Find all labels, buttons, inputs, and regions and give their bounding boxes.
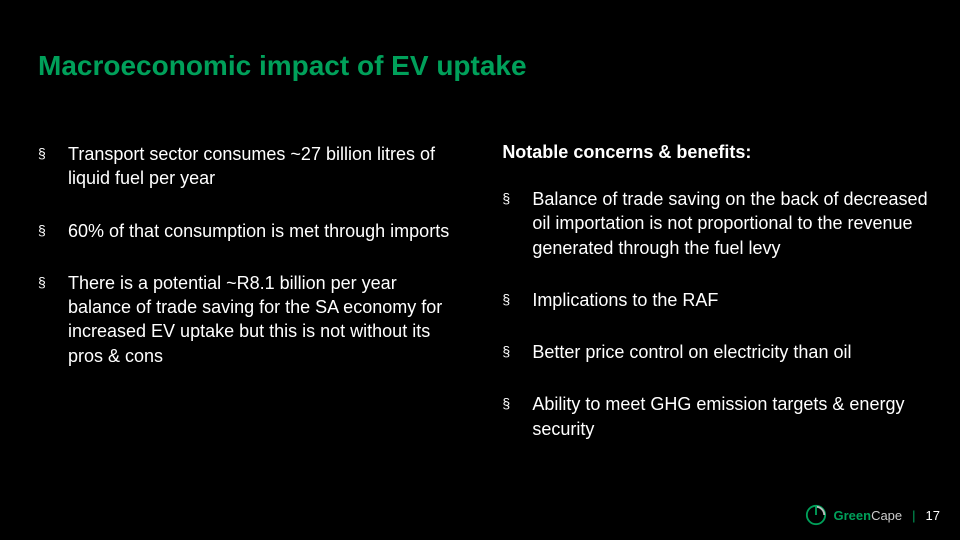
bullet-text: Ability to meet GHG emission targets & e… [532,392,944,441]
bullet-marker-icon: § [38,271,68,295]
bullet-text: There is a potential ~R8.1 billion per y… [68,271,462,368]
right-subheading: Notable concerns & benefits: [502,142,944,163]
greencape-logo-icon [805,504,827,526]
brand-logo-text: GreenCape [833,508,902,523]
bullet-marker-icon: § [38,142,68,166]
list-item: § Implications to the RAF [502,288,944,312]
bullet-text: Implications to the RAF [532,288,718,312]
left-bullet-list: § Transport sector consumes ~27 billion … [38,142,462,368]
bullet-marker-icon: § [502,340,532,364]
bullet-marker-icon: § [502,392,532,416]
slide-footer: GreenCape | 17 [805,504,940,526]
brand-word-green: Green [833,508,871,523]
list-item: § Better price control on electricity th… [502,340,944,364]
bullet-text: Better price control on electricity than… [532,340,851,364]
list-item: § There is a potential ~R8.1 billion per… [38,271,462,368]
right-bullet-list: § Balance of trade saving on the back of… [502,187,944,441]
bullet-marker-icon: § [38,219,68,243]
bullet-marker-icon: § [502,288,532,312]
brand-word-cape: Cape [871,508,902,523]
list-item: § Transport sector consumes ~27 billion … [38,142,462,191]
content-columns: § Transport sector consumes ~27 billion … [38,142,922,469]
bullet-text: Balance of trade saving on the back of d… [532,187,944,260]
brand-logo: GreenCape [805,504,902,526]
right-column: Notable concerns & benefits: § Balance o… [502,142,944,469]
page-number: 17 [926,508,940,523]
bullet-text: Transport sector consumes ~27 billion li… [68,142,462,191]
slide-title: Macroeconomic impact of EV uptake [38,50,922,82]
bullet-marker-icon: § [502,187,532,211]
bullet-text: 60% of that consumption is met through i… [68,219,449,243]
left-column: § Transport sector consumes ~27 billion … [38,142,462,469]
list-item: § Balance of trade saving on the back of… [502,187,944,260]
list-item: § 60% of that consumption is met through… [38,219,462,243]
footer-separator: | [912,508,915,523]
list-item: § Ability to meet GHG emission targets &… [502,392,944,441]
slide: Macroeconomic impact of EV uptake § Tran… [0,0,960,540]
